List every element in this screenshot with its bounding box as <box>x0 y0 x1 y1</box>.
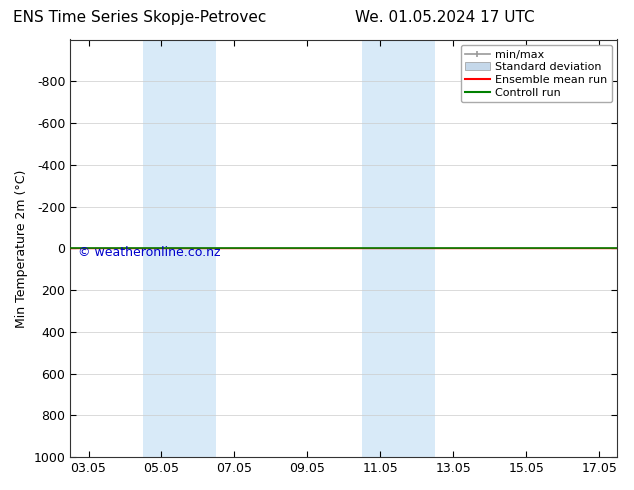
Text: ENS Time Series Skopje-Petrovec: ENS Time Series Skopje-Petrovec <box>13 10 266 25</box>
Y-axis label: Min Temperature 2m (°C): Min Temperature 2m (°C) <box>15 169 28 327</box>
Bar <box>362 40 435 457</box>
Bar <box>143 40 216 457</box>
Text: © weatheronline.co.nz: © weatheronline.co.nz <box>79 246 221 259</box>
Text: We. 01.05.2024 17 UTC: We. 01.05.2024 17 UTC <box>355 10 534 25</box>
Legend: min/max, Standard deviation, Ensemble mean run, Controll run: min/max, Standard deviation, Ensemble me… <box>461 45 612 102</box>
